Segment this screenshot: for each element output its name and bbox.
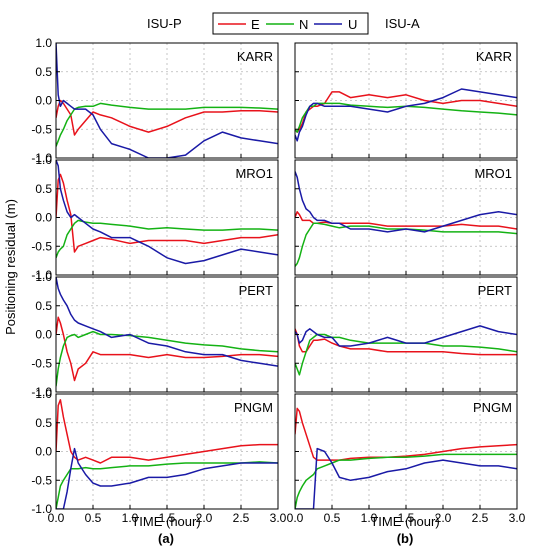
series-group: [56, 277, 278, 387]
legend-right-label: ISU-A: [385, 16, 420, 31]
series-line-e: [56, 316, 278, 382]
series-line-u: [56, 277, 278, 367]
series-line-n: [56, 330, 278, 387]
series-group: [295, 325, 517, 376]
series-line-e: [56, 399, 278, 464]
y-tick-label: 0.0: [35, 328, 52, 342]
legend-left-label: ISU-P: [147, 16, 182, 31]
x-tick-label: 2.5: [472, 511, 489, 525]
station-label: MRO1: [474, 166, 512, 181]
panel-pert-a: 1.0 0.5 0.0 -0.5 -1.0 PERT: [31, 270, 279, 399]
series-line-u: [295, 447, 517, 509]
y-tick-label: -0.5: [31, 239, 52, 253]
series-line-n: [56, 102, 278, 147]
y-axis-label: Positioning residual (m): [3, 199, 18, 335]
x-tick-label: 3.0: [509, 511, 526, 525]
y-tick-label: 0.0: [35, 445, 52, 459]
series-line-e: [56, 99, 278, 136]
panel-karr-b: KARR: [294, 42, 518, 159]
series-group: [56, 43, 278, 158]
y-tick-label: -1.0: [31, 502, 52, 516]
plots-area: 1.0 0.5 0.0 -0.5 -1.0 KARR 1.0 0.5 0.0 -0.5 -1.0 MR…: [31, 36, 525, 525]
y-tick-label: 0.0: [35, 211, 52, 225]
x-tick-label: 0.0: [287, 511, 304, 525]
y-tick-label: 1.0: [35, 387, 52, 401]
station-label: KARR: [237, 49, 273, 64]
panel-karr-a: 1.0 0.5 0.0 -0.5 -1.0 KARR: [31, 36, 279, 165]
y-tick-label: -1.0: [31, 385, 52, 399]
x-tick-label: 1.0: [361, 511, 378, 525]
y-tick-label: -0.5: [31, 122, 52, 136]
y-tick-label: -0.5: [31, 473, 52, 487]
series-line-u: [295, 88, 517, 142]
panel-mro1-b: MRO1: [294, 159, 518, 276]
x-tick-label: 0.5: [324, 511, 341, 525]
x-tick-label: 2.5: [233, 511, 250, 525]
x-axis-label-a: TIME (hour): [131, 514, 200, 529]
series-line-n: [56, 219, 278, 259]
series-group: [295, 407, 517, 509]
x-tick-label: 1.5: [398, 511, 415, 525]
x-tick-label: 2.0: [435, 511, 452, 525]
series-line-u: [56, 43, 278, 158]
series-group: [295, 171, 517, 267]
series-line-n: [295, 453, 517, 509]
panel-pngm-b: PNGM 0.0 0.5 1.0 1.5 2.0 2.5 3.0: [287, 393, 526, 525]
x-tick-label: 2.0: [196, 511, 213, 525]
panel-label-a: (a): [158, 531, 174, 546]
series-group: [295, 88, 517, 142]
y-tick-label: -1.0: [31, 268, 52, 282]
x-tick-label: 1.5: [159, 511, 176, 525]
station-label: PERT: [239, 283, 273, 298]
series-line-n: [295, 333, 517, 376]
legend: ISU-P ISU-A E N U: [147, 12, 420, 35]
station-label: MRO1: [235, 166, 273, 181]
y-tick-label: -0.5: [31, 356, 52, 370]
y-tick-label: 1.0: [35, 153, 52, 167]
series-group: [56, 399, 278, 509]
series-group: [56, 160, 278, 265]
x-tick-label: 0.5: [85, 511, 102, 525]
panel-pngm-a: 1.0 0.5 0.0 -0.5 -1.0 PNGM 0.0 0.5 1.0 1.5 2.0 2.5 3…: [31, 387, 286, 525]
legend-label-n: N: [299, 17, 308, 32]
y-tick-label: 0.0: [35, 94, 52, 108]
y-tick-label: -1.0: [31, 151, 52, 165]
panel-mro1-a: 1.0 0.5 0.0 -0.5 -1.0 MRO1: [31, 153, 279, 282]
y-tick-label: 1.0: [35, 270, 52, 284]
station-label: PERT: [478, 283, 512, 298]
y-tick-label: 1.0: [35, 36, 52, 50]
y-tick-label: 0.5: [35, 416, 52, 430]
y-tick-label: 0.5: [35, 65, 52, 79]
station-label: PNGM: [234, 400, 273, 415]
legend-label-u: U: [348, 17, 357, 32]
x-tick-label: 3.0: [270, 511, 287, 525]
panel-pert-b: PERT: [294, 276, 518, 393]
series-line-n: [295, 102, 517, 133]
x-tick-label: 0.0: [48, 511, 65, 525]
series-line-e: [295, 91, 517, 133]
series-line-e: [56, 173, 278, 253]
series-line-u: [56, 160, 278, 265]
x-axis-label-b: TIME (hour): [370, 514, 439, 529]
series-line-n: [56, 461, 278, 509]
panel-label-b: (b): [397, 531, 414, 546]
y-tick-label: 0.5: [35, 299, 52, 313]
x-tick-label: 1.0: [122, 511, 139, 525]
legend-label-e: E: [251, 17, 260, 32]
station-label: PNGM: [473, 400, 512, 415]
y-tick-label: 0.5: [35, 182, 52, 196]
series-line-u: [295, 325, 517, 347]
series-line-u: [295, 171, 517, 233]
station-label: KARR: [476, 49, 512, 64]
series-line-u: [56, 447, 278, 509]
series-line-n: [295, 222, 517, 267]
